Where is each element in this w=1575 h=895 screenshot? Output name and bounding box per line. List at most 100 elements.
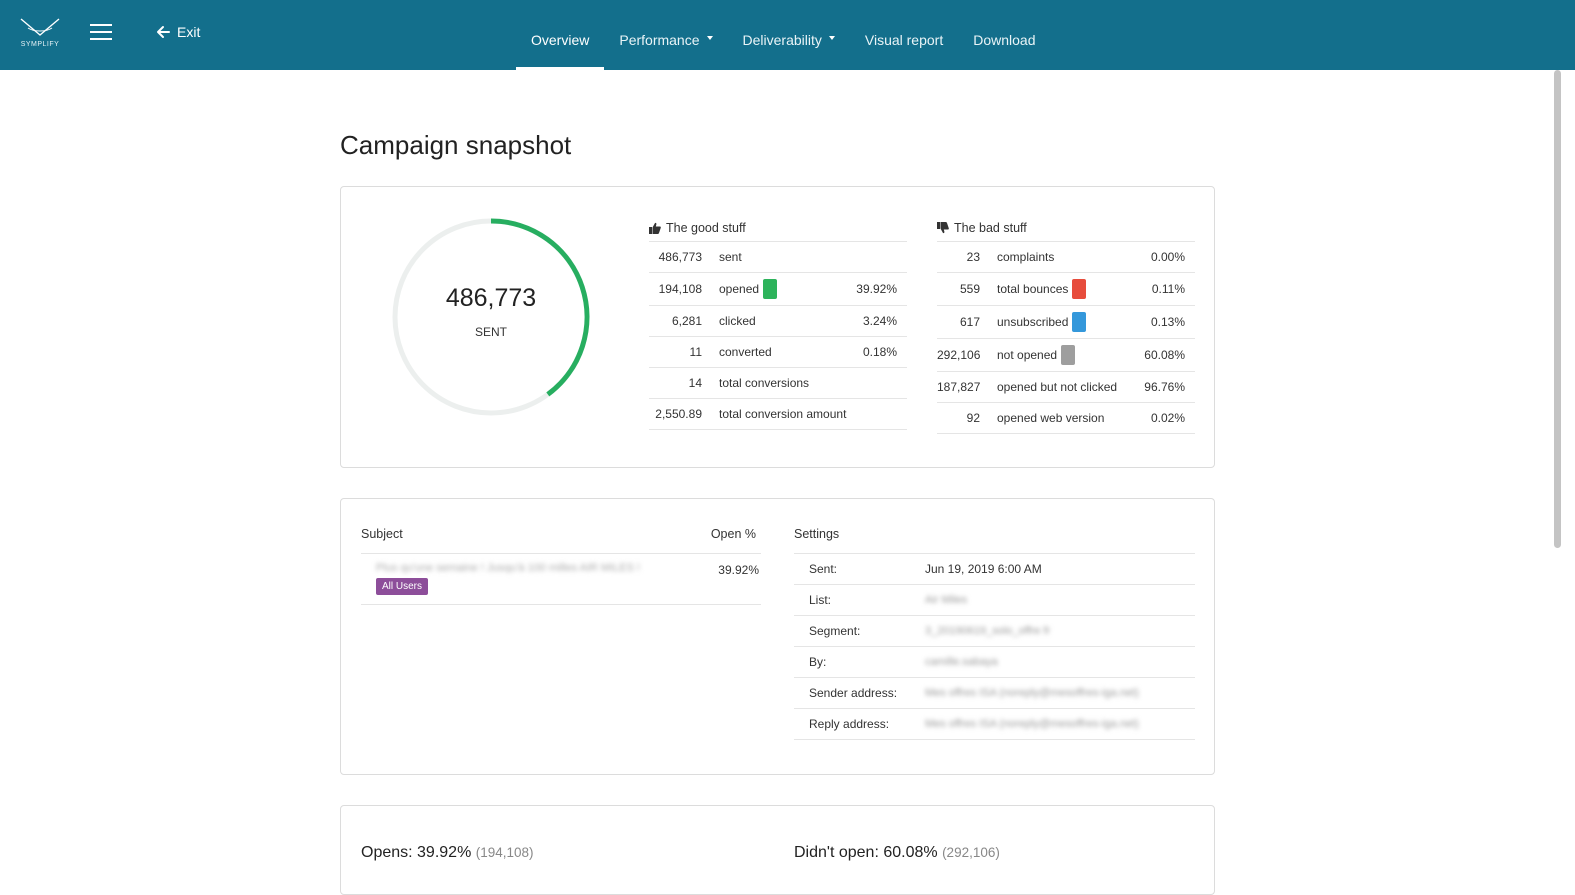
settings-key: List: [809,593,832,607]
settings-table: Settings Sent: Jun 19, 2019 6:00 AM List: A… [794,527,1195,740]
stat-percent: 39.92% [856,282,897,296]
caret-down-icon [828,36,835,40]
stat-label: unsubscribed [997,312,1143,332]
bad-stat-row: 292,106 not opened 60.08% [937,339,1195,372]
settings-key: Segment: [809,624,861,638]
settings-row: List: Air Miles [794,585,1195,616]
tab-label: Performance [619,32,700,48]
bad-stuff-header: The bad stuff [937,214,1195,242]
bad-stuff-table: The bad stuff 23 complaints 0.00% 559 total … [937,214,1195,434]
stat-label: opened [719,279,855,299]
settings-key: Reply address: [809,717,890,731]
scrollbar[interactable] [1554,70,1561,548]
logo-icon [20,18,60,36]
stat-label-text: converted [719,345,772,359]
stat-label-text: opened [719,282,760,296]
stat-number: 559 [959,282,980,296]
opens-card: Opens: 39.92% (194,108) Didn't open: 60.… [340,805,1215,895]
tab-label: Download [973,32,1036,48]
tab-deliverability[interactable]: Deliverability [728,0,850,70]
stat-number: 6,281 [671,314,702,328]
settings-key: By: [809,655,827,669]
menu-icon[interactable] [90,24,112,40]
details-card: Subject Open % Plus qu'une semaine ! Jus… [340,498,1215,775]
stat-number: 23 [966,250,980,264]
settings-row: Reply address: Mes offres ISA (noreply@me… [794,709,1195,740]
stat-number: 92 [966,411,980,425]
stat-percent: 96.76% [1144,380,1185,394]
opens-summary: Opens: 39.92% (194,108) [361,844,534,862]
settings-value: Jun 19, 2019 6:00 AM [925,562,1042,576]
good-stat-row: 194,108 opened 39.92% [649,273,907,306]
opens-count: (194,108) [475,845,534,860]
stat-percent: 0.13% [1150,315,1185,329]
bad-stat-row: 617 unsubscribed 0.13% [937,306,1195,339]
stat-number: 617 [959,315,980,329]
good-stat-row: 14 total conversions [649,368,907,399]
stat-percent: 0.02% [1150,411,1185,425]
settings-header: Settings [794,527,1195,554]
tab-overview[interactable]: Overview [516,0,605,70]
arrow-left-icon [157,26,170,38]
stat-percent: 0.00% [1150,250,1185,264]
exit-button[interactable]: Exit [156,24,200,40]
tab-visual-report[interactable]: Visual report [850,0,958,70]
stat-label: converted [719,345,855,359]
stat-label-text: clicked [719,314,756,328]
stat-label-text: total bounces [997,282,1069,296]
subject-row: Plus qu'une semaine ! Jusqu'à 100 milles… [361,554,761,605]
tab-download[interactable]: Download [958,0,1050,70]
stat-label-text: complaints [997,250,1055,264]
stat-label-text: opened but not clicked [997,380,1118,394]
exit-label: Exit [177,24,201,40]
stat-label-text: total conversions [719,376,810,390]
opens-label: Opens: 39.92% [361,844,472,861]
stat-label: opened web version [997,411,1143,425]
subject-open-pct: 39.92% [718,563,759,577]
tab-performance[interactable]: Performance [604,0,727,70]
settings-key: Sender address: [809,686,898,700]
stat-number: 187,827 [937,380,981,394]
stat-percent: 60.08% [1144,348,1185,362]
didnt-open-label: Didn't open: 60.08% [794,844,938,861]
color-swatch [1061,345,1076,365]
settings-row: By: camille.sabaya [794,647,1195,678]
good-stat-row: 11 converted 0.18% [649,337,907,368]
settings-value: 3_20190619_solo_offre fr [925,625,1051,637]
tab-label: Visual report [864,32,944,48]
settings-value: camille.sabaya [925,656,998,668]
settings-value: Mes offres ISA (noreply@mesoffres-iga.ne… [925,718,1139,730]
bad-stat-row: 187,827 opened but not clicked 96.76% [937,372,1195,403]
stat-label-text: sent [719,250,742,264]
good-stat-row: 6,281 clicked 3.24% [649,306,907,337]
settings-value: Air Miles [925,594,968,606]
stat-number: 2,550.89 [655,407,702,421]
stat-label-text: not opened [997,348,1058,362]
settings-row: Segment: 3_20190619_solo_offre fr [794,616,1195,647]
logo-text: SYMPLIFY [20,41,60,48]
stat-label-text: unsubscribed [997,315,1069,329]
snapshot-card: 486,773 SENT The good stuff 486,773 sent 1… [340,186,1215,468]
stat-label: total bounces [997,279,1143,299]
stat-number: 292,106 [937,348,981,362]
settings-row: Sender address: Mes offres ISA (noreply@m… [794,678,1195,709]
good-stuff-title: The good stuff [666,220,746,235]
settings-row: Sent: Jun 19, 2019 6:00 AM [794,554,1195,585]
stat-label: not opened [997,345,1143,365]
symplify-logo[interactable]: SYMPLIFY [20,16,60,50]
thumbs-up-icon [649,222,661,234]
sent-donut-chart [392,218,590,416]
audience-badge: All Users [376,578,429,595]
main-tabs: Overview Performance Deliverability Visual … [516,0,1050,70]
donut-label: SENT [474,325,507,339]
stat-percent: 3.24% [862,314,897,328]
stat-label: clicked [719,314,855,328]
donut-value: 486,773 [445,284,537,312]
didnt-open-summary: Didn't open: 60.08% (292,106) [794,844,1000,862]
bad-stat-row: 559 total bounces 0.11% [937,273,1195,306]
stat-label: complaints [997,250,1143,264]
color-swatch [1072,279,1087,299]
stat-label: opened but not clicked [997,380,1143,394]
tab-label: Overview [531,32,590,48]
donut-opened-arc [490,218,590,397]
